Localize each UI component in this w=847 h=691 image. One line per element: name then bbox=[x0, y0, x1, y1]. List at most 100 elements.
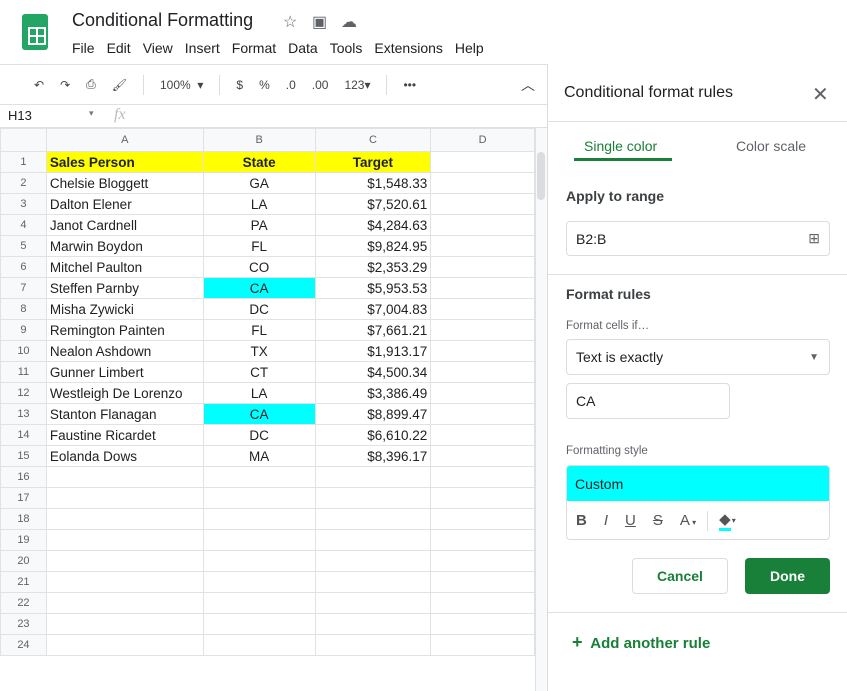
cell[interactable]: DC bbox=[202, 298, 316, 320]
cell[interactable] bbox=[202, 634, 316, 656]
text-color-button[interactable]: A ▾ bbox=[679, 512, 697, 529]
cell[interactable] bbox=[202, 550, 316, 572]
cell[interactable] bbox=[202, 571, 316, 593]
cell[interactable]: Janot Cardnell bbox=[45, 214, 204, 236]
row-header[interactable]: 14 bbox=[0, 424, 47, 446]
cell[interactable]: LA bbox=[202, 193, 316, 215]
cell[interactable] bbox=[45, 529, 204, 551]
cell[interactable]: MA bbox=[202, 445, 316, 467]
cell[interactable]: CO bbox=[202, 256, 316, 278]
cell[interactable] bbox=[45, 571, 204, 593]
row-header[interactable]: 4 bbox=[0, 214, 47, 236]
cell[interactable] bbox=[430, 466, 535, 488]
cell[interactable] bbox=[202, 529, 316, 551]
cell[interactable] bbox=[430, 319, 535, 341]
cell[interactable] bbox=[430, 424, 535, 446]
cell[interactable] bbox=[430, 151, 535, 173]
menu-tools[interactable]: Tools bbox=[329, 40, 363, 56]
currency-button[interactable]: $ bbox=[236, 77, 244, 92]
cell[interactable]: Stanton Flanagan bbox=[45, 403, 204, 425]
row-header[interactable]: 22 bbox=[0, 592, 47, 614]
cancel-button[interactable]: Cancel bbox=[632, 558, 728, 594]
cell[interactable]: $7,004.83 bbox=[314, 298, 432, 320]
column-header-a[interactable]: A bbox=[45, 128, 204, 152]
cell[interactable] bbox=[430, 214, 535, 236]
cell[interactable] bbox=[430, 634, 535, 656]
menu-insert[interactable]: Insert bbox=[184, 40, 220, 56]
row-header[interactable]: 2 bbox=[0, 172, 47, 194]
cell[interactable]: $2,353.29 bbox=[314, 256, 432, 278]
cell[interactable] bbox=[430, 592, 535, 614]
zoom-select[interactable]: 100% ▾ bbox=[159, 77, 204, 92]
percent-button[interactable]: % bbox=[259, 77, 270, 92]
row-header[interactable]: 5 bbox=[0, 235, 47, 257]
cell[interactable]: $3,386.49 bbox=[314, 382, 432, 404]
add-another-rule-button[interactable]: + Add another rule bbox=[572, 632, 711, 652]
row-header[interactable]: 7 bbox=[0, 277, 47, 299]
decrease-decimal-button[interactable]: .0 bbox=[285, 77, 296, 92]
name-box[interactable]: H13 bbox=[8, 108, 32, 123]
cell[interactable]: Mitchel Paulton bbox=[45, 256, 204, 278]
column-header-d[interactable]: D bbox=[430, 128, 535, 152]
tab-color-scale[interactable]: Color scale bbox=[736, 138, 807, 154]
underline-button[interactable]: U bbox=[625, 512, 636, 529]
row-header[interactable]: 1 bbox=[0, 151, 47, 173]
cell[interactable] bbox=[430, 172, 535, 194]
header-cell[interactable]: State bbox=[202, 151, 316, 173]
cell[interactable] bbox=[430, 298, 535, 320]
row-header[interactable]: 20 bbox=[0, 550, 47, 572]
cell[interactable]: CA bbox=[202, 403, 316, 425]
cell[interactable]: GA bbox=[202, 172, 316, 194]
menu-help[interactable]: Help bbox=[454, 40, 484, 56]
cell[interactable]: DC bbox=[202, 424, 316, 446]
row-header[interactable]: 13 bbox=[0, 403, 47, 425]
cell[interactable]: Remington Painten bbox=[45, 319, 204, 341]
cell[interactable] bbox=[430, 529, 535, 551]
cell[interactable]: $8,396.17 bbox=[314, 445, 432, 467]
cell[interactable] bbox=[430, 508, 535, 530]
cell[interactable]: TX bbox=[202, 340, 316, 362]
cell[interactable]: $1,913.17 bbox=[314, 340, 432, 362]
cell[interactable] bbox=[45, 550, 204, 572]
cell[interactable] bbox=[314, 634, 432, 656]
value-input[interactable]: CA bbox=[566, 383, 730, 419]
row-header[interactable]: 23 bbox=[0, 613, 47, 635]
cell[interactable] bbox=[202, 487, 316, 509]
row-header[interactable]: 16 bbox=[0, 466, 47, 488]
cell[interactable] bbox=[202, 466, 316, 488]
cell[interactable] bbox=[430, 235, 535, 257]
row-header[interactable]: 21 bbox=[0, 571, 47, 593]
sheets-logo[interactable] bbox=[22, 14, 48, 50]
cell[interactable]: Gunner Limbert bbox=[45, 361, 204, 383]
row-header[interactable]: 18 bbox=[0, 508, 47, 530]
more-formats-button[interactable]: 123▾ bbox=[344, 77, 371, 92]
cell[interactable] bbox=[314, 571, 432, 593]
cell[interactable] bbox=[202, 613, 316, 635]
cell[interactable] bbox=[314, 529, 432, 551]
undo-icon[interactable]: ↶ bbox=[34, 77, 45, 92]
cell[interactable] bbox=[430, 403, 535, 425]
cell[interactable]: $7,661.21 bbox=[314, 319, 432, 341]
menu-format[interactable]: Format bbox=[231, 40, 277, 56]
row-header[interactable]: 15 bbox=[0, 445, 47, 467]
header-cell[interactable]: Sales Person bbox=[45, 151, 204, 173]
select-range-icon[interactable]: ⊞ bbox=[808, 230, 820, 246]
cell[interactable]: Marwin Boydon bbox=[45, 235, 204, 257]
cell[interactable] bbox=[430, 550, 535, 572]
cell[interactable]: $4,284.63 bbox=[314, 214, 432, 236]
column-header-c[interactable]: C bbox=[314, 128, 432, 152]
italic-button[interactable]: I bbox=[603, 512, 609, 529]
close-icon[interactable]: ✕ bbox=[812, 84, 829, 106]
cell[interactable] bbox=[314, 508, 432, 530]
bold-button[interactable]: B bbox=[576, 512, 587, 529]
cell[interactable]: $1,548.33 bbox=[314, 172, 432, 194]
cell[interactable]: $4,500.34 bbox=[314, 361, 432, 383]
range-input[interactable]: B2:B ⊞ bbox=[566, 221, 830, 256]
row-header[interactable]: 9 bbox=[0, 319, 47, 341]
cell[interactable]: PA bbox=[202, 214, 316, 236]
vertical-scrollbar[interactable] bbox=[535, 128, 547, 691]
done-button[interactable]: Done bbox=[745, 558, 830, 594]
cell[interactable]: Faustine Ricardet bbox=[45, 424, 204, 446]
row-header[interactable]: 12 bbox=[0, 382, 47, 404]
star-icon[interactable]: ☆ bbox=[283, 14, 298, 31]
